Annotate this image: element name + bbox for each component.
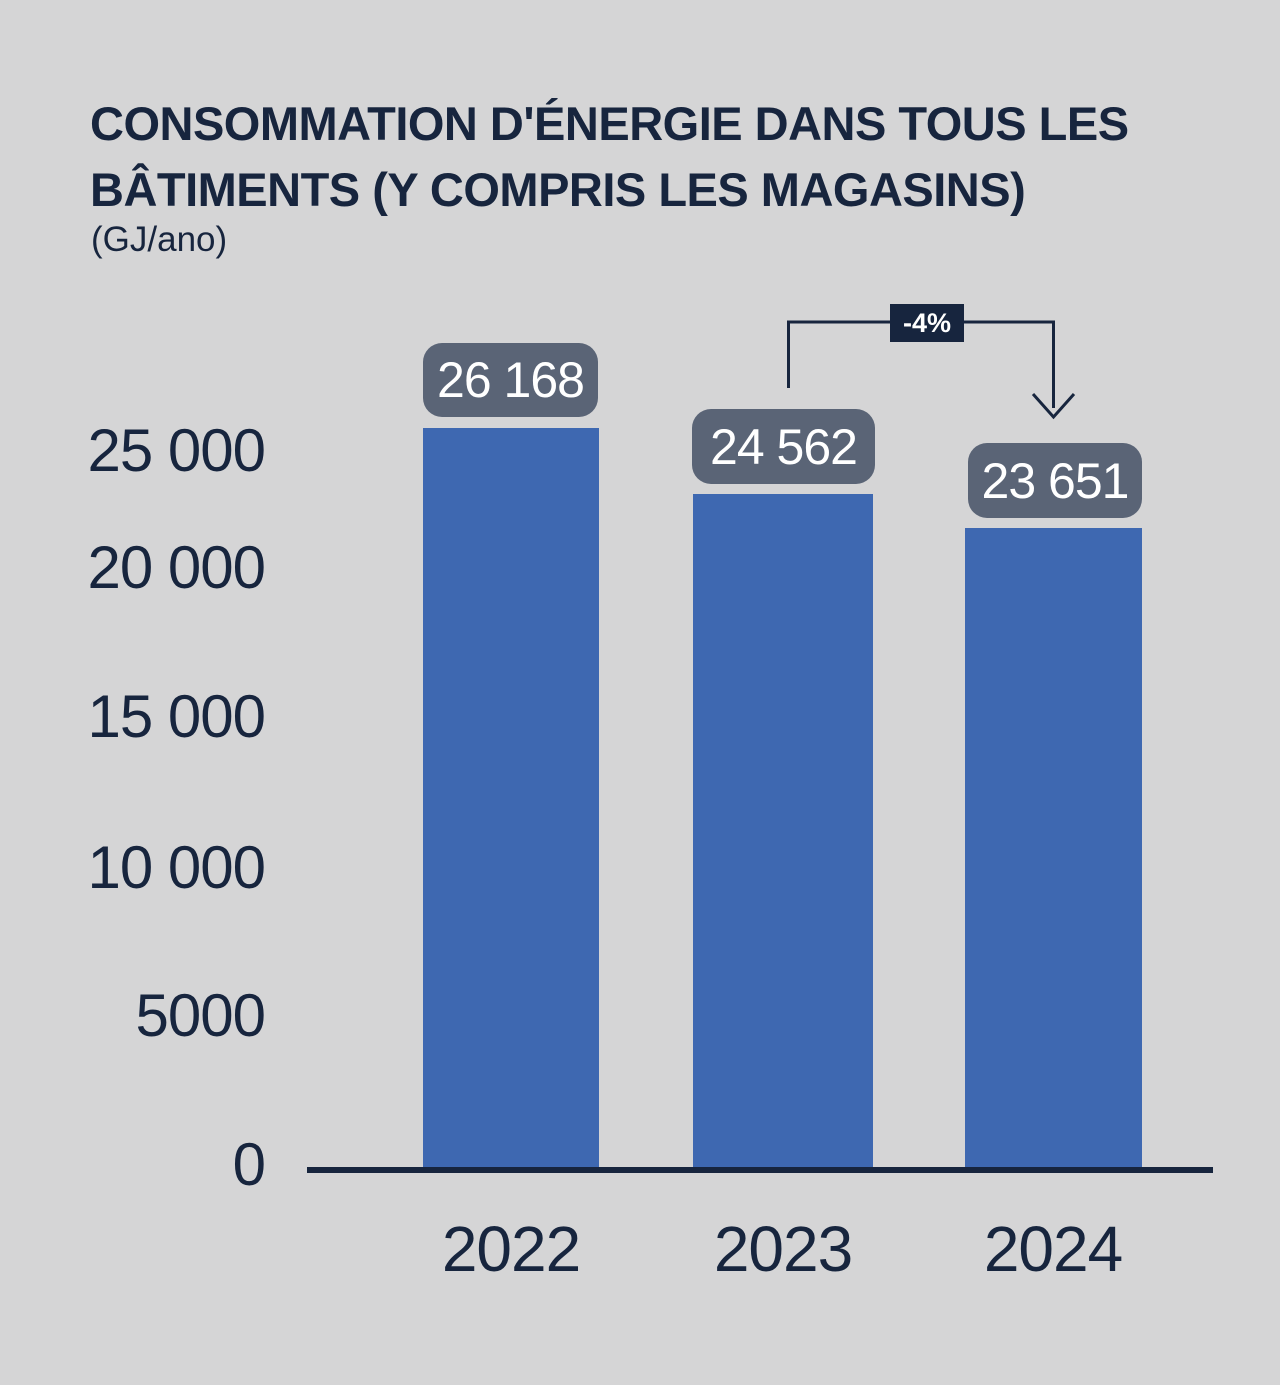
bar-2023 [693,494,873,1168]
y-tick-label-10000: 10 000 [87,834,266,901]
chart-unit-label: (GJ/ano) [91,220,228,259]
annotation-arrowhead-icon [1031,393,1076,420]
value-label-2024: 23 651 [968,443,1142,518]
bar-2024 [965,528,1142,1168]
bar-2022 [423,428,599,1168]
x-axis-line [307,1167,1213,1173]
chart-title-line1: CONSOMMATION D'ÉNERGIE DANS TOUS LES [90,97,1129,150]
x-label-2022: 2022 [441,1213,581,1285]
x-label-2023: 2023 [713,1213,853,1285]
y-tick-label-15000: 15 000 [87,683,266,750]
y-tick-label-25000: 25 000 [87,417,266,484]
value-label-2022: 26 168 [423,343,598,417]
y-tick-label-5000: 5000 [135,982,266,1049]
chart-title-line2: BÂTIMENTS (Y COMPRIS LES MAGASINS) [90,163,1026,216]
value-label-2023: 24 562 [692,409,875,484]
annotation-percent-badge: -4% [890,304,964,342]
y-tick-label-20000: 20 000 [87,534,266,601]
y-tick-label-0: 0 [232,1131,266,1198]
x-label-2024: 2024 [983,1213,1123,1285]
